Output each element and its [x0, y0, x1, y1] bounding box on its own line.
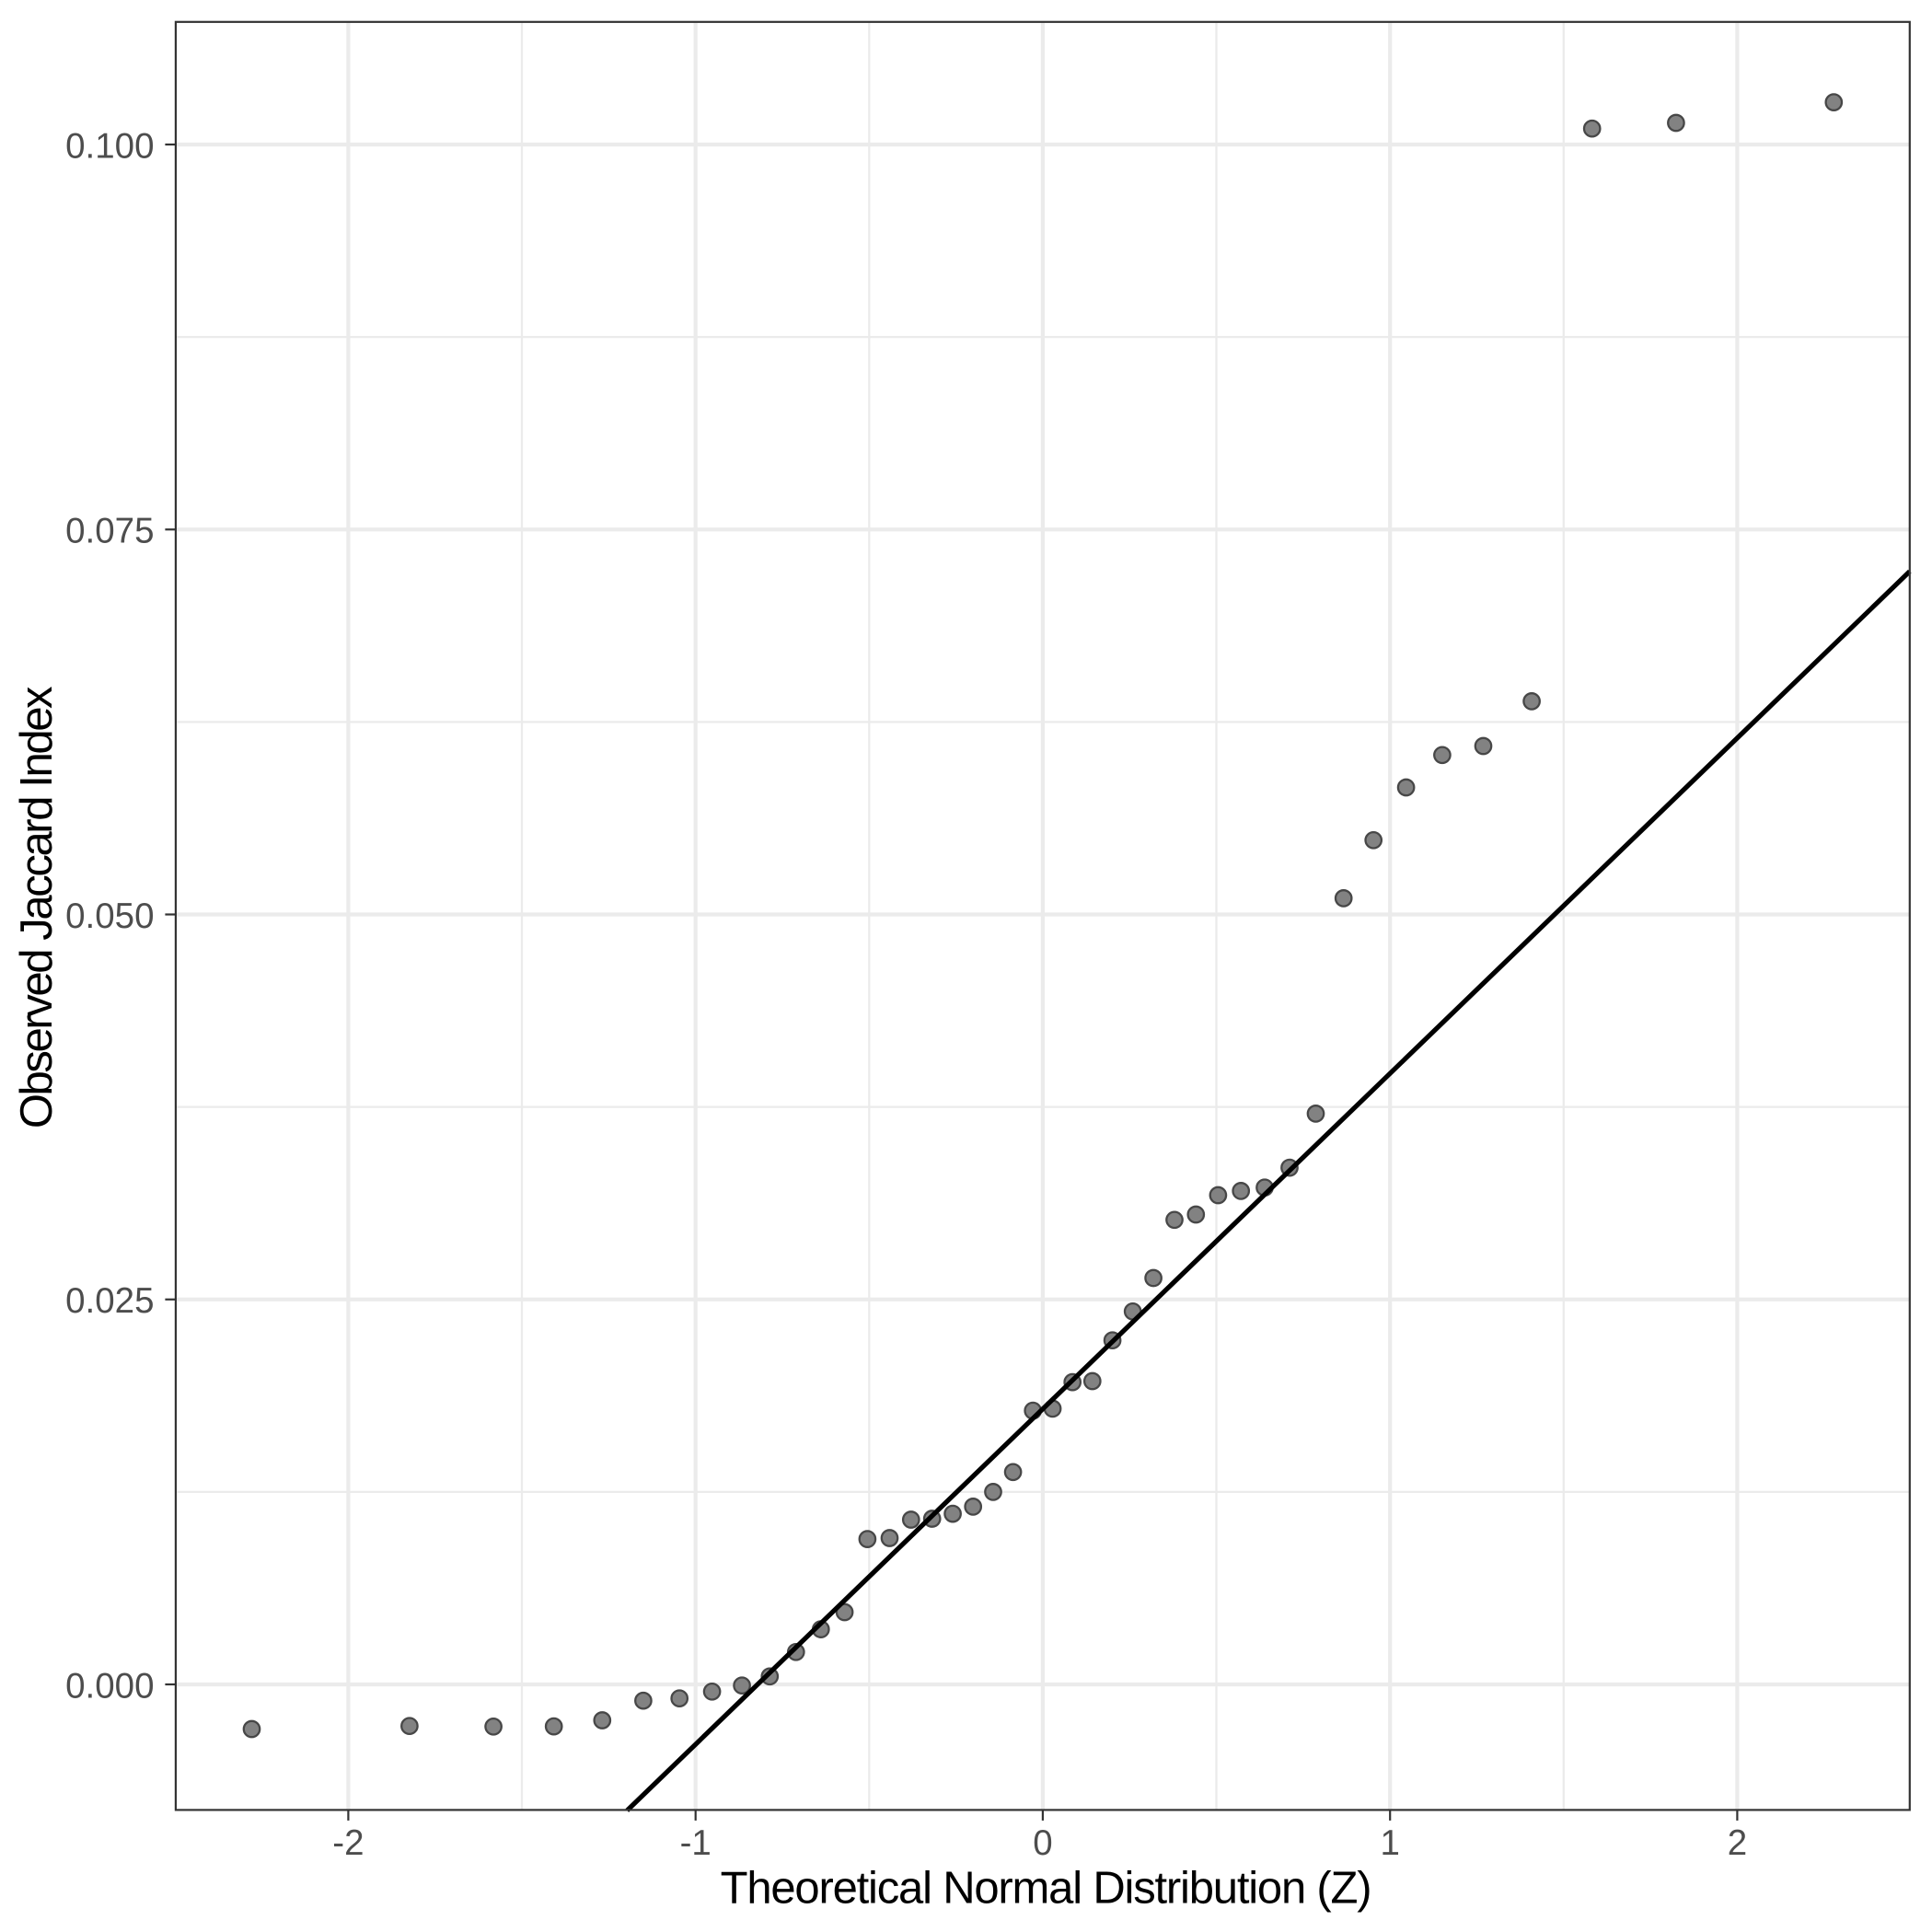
svg-text:0.050: 0.050 — [65, 897, 154, 936]
svg-text:Theoretical Normal Distributio: Theoretical Normal Distribution (Z) — [721, 1864, 1371, 1914]
svg-text:-1: -1 — [680, 1823, 711, 1863]
svg-text:0.100: 0.100 — [65, 126, 154, 166]
svg-text:1: 1 — [1380, 1823, 1399, 1863]
svg-text:0.025: 0.025 — [65, 1281, 154, 1321]
svg-text:0.000: 0.000 — [65, 1666, 154, 1706]
svg-text:-2: -2 — [332, 1823, 364, 1863]
svg-text:0.075: 0.075 — [65, 512, 154, 551]
svg-text:2: 2 — [1728, 1823, 1747, 1863]
svg-text:0: 0 — [1033, 1823, 1052, 1863]
svg-text:Observed Jaccard Index: Observed Jaccard Index — [12, 687, 62, 1128]
